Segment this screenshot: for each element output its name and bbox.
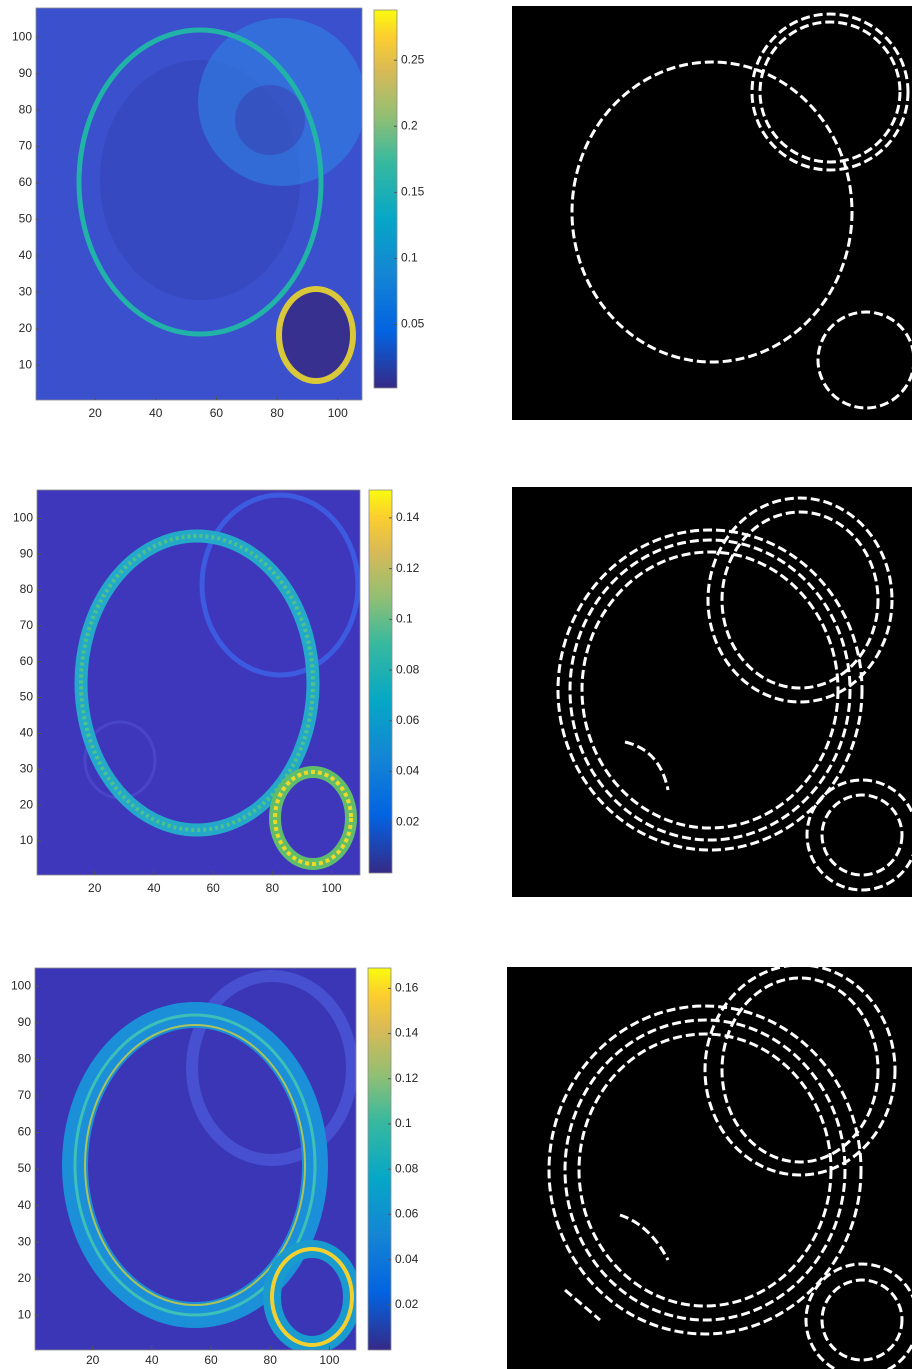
y-tick-label: 50 bbox=[18, 1161, 32, 1175]
colorbar-tick-label: 0.1 bbox=[401, 251, 418, 265]
x-tick-label: 40 bbox=[145, 1353, 159, 1367]
x-tick-label: 80 bbox=[270, 406, 284, 420]
y-tick-label: 100 bbox=[13, 510, 33, 524]
colorbar-tick-label: 0.06 bbox=[395, 1207, 419, 1221]
x-tick-label: 20 bbox=[88, 406, 102, 420]
y-tick-label: 60 bbox=[18, 1125, 32, 1139]
colorbar-tick-label: 0.12 bbox=[395, 1071, 419, 1085]
colorbar-tick-label: 0.05 bbox=[401, 317, 425, 331]
y-tick-label: 90 bbox=[18, 1015, 32, 1029]
colorbar-tick-label: 0.14 bbox=[395, 1026, 419, 1040]
colorbar-tick-label: 0.02 bbox=[396, 814, 420, 828]
page: 20 40 60 80 100 10 20 30 40 50 60 70 80 90 100 0.05 0.1 0… bbox=[0, 0, 912, 1369]
x-tick-label: 60 bbox=[204, 1353, 218, 1367]
x-tick-label: 80 bbox=[266, 881, 280, 895]
y-tick-label: 70 bbox=[20, 618, 34, 632]
colorbar-tick-label: 0.02 bbox=[395, 1297, 419, 1311]
y-tick-label: 80 bbox=[18, 1052, 32, 1066]
colorbar bbox=[374, 10, 397, 388]
colorbar-tick-label: 0.04 bbox=[396, 764, 420, 778]
colorbar-tick-label: 0.25 bbox=[401, 52, 425, 66]
colorbar-tick-label: 0.15 bbox=[401, 185, 425, 199]
x-tick-label: 40 bbox=[147, 881, 161, 895]
figure: 20 40 60 80 100 10 20 30 40 50 60 70 80 90 100 0.05 0.1 0… bbox=[0, 0, 912, 1369]
colorbar-tick-label: 0.08 bbox=[396, 662, 420, 676]
x-tick-label: 100 bbox=[328, 406, 348, 420]
colorbar-tick-label: 0.12 bbox=[396, 561, 420, 575]
x-tick-label: 80 bbox=[264, 1353, 278, 1367]
y-tick-label: 30 bbox=[18, 1234, 32, 1248]
y-tick-label: 10 bbox=[18, 1307, 32, 1321]
y-tick-label: 10 bbox=[20, 833, 34, 847]
y-tick-label: 100 bbox=[12, 29, 32, 43]
x-tick-label: 20 bbox=[86, 1353, 100, 1367]
y-tick-label: 10 bbox=[19, 358, 33, 372]
y-tick-label: 80 bbox=[20, 582, 34, 596]
heatmap-image bbox=[36, 8, 366, 400]
y-tick-label: 20 bbox=[20, 797, 34, 811]
y-tick-label: 20 bbox=[19, 321, 33, 335]
y-tick-label: 60 bbox=[20, 654, 34, 668]
y-tick-label: 50 bbox=[19, 212, 33, 226]
y-tick-label: 70 bbox=[19, 139, 33, 153]
y-tick-label: 50 bbox=[20, 690, 34, 704]
colorbar-tick-label: 0.04 bbox=[395, 1252, 419, 1266]
heatmap-image bbox=[37, 490, 360, 875]
y-tick-label: 90 bbox=[20, 546, 34, 560]
y-tick-label: 40 bbox=[19, 248, 33, 262]
x-tick-label: 20 bbox=[88, 881, 102, 895]
colorbar-tick-label: 0.06 bbox=[396, 713, 420, 727]
y-tick-label: 80 bbox=[19, 102, 33, 116]
edge-map bbox=[507, 6, 912, 1369]
y-tick-label: 90 bbox=[19, 66, 33, 80]
colorbar bbox=[369, 490, 392, 873]
colorbar bbox=[368, 968, 391, 1350]
x-tick-label: 40 bbox=[149, 406, 163, 420]
colorbar-tick-label: 0.1 bbox=[395, 1116, 412, 1130]
y-tick-label: 40 bbox=[20, 726, 34, 740]
colorbar-tick-label: 0.08 bbox=[395, 1161, 419, 1175]
y-tick-label: 40 bbox=[18, 1198, 32, 1212]
heatmap-image bbox=[35, 968, 356, 1350]
colorbar-tick-label: 0.16 bbox=[395, 981, 419, 995]
colorbar-tick-label: 0.1 bbox=[396, 612, 413, 626]
x-tick-label: 60 bbox=[206, 881, 220, 895]
x-tick-label: 100 bbox=[322, 881, 342, 895]
x-tick-label: 100 bbox=[319, 1353, 339, 1367]
y-tick-label: 20 bbox=[18, 1271, 32, 1285]
y-tick-label: 100 bbox=[11, 978, 31, 992]
x-tick-label: 60 bbox=[210, 406, 224, 420]
y-tick-label: 30 bbox=[20, 761, 34, 775]
y-tick-label: 30 bbox=[19, 285, 33, 299]
colorbar-tick-label: 0.14 bbox=[396, 510, 420, 524]
y-tick-label: 60 bbox=[19, 175, 33, 189]
colorbar-tick-label: 0.2 bbox=[401, 118, 418, 132]
y-tick-label: 70 bbox=[18, 1088, 32, 1102]
